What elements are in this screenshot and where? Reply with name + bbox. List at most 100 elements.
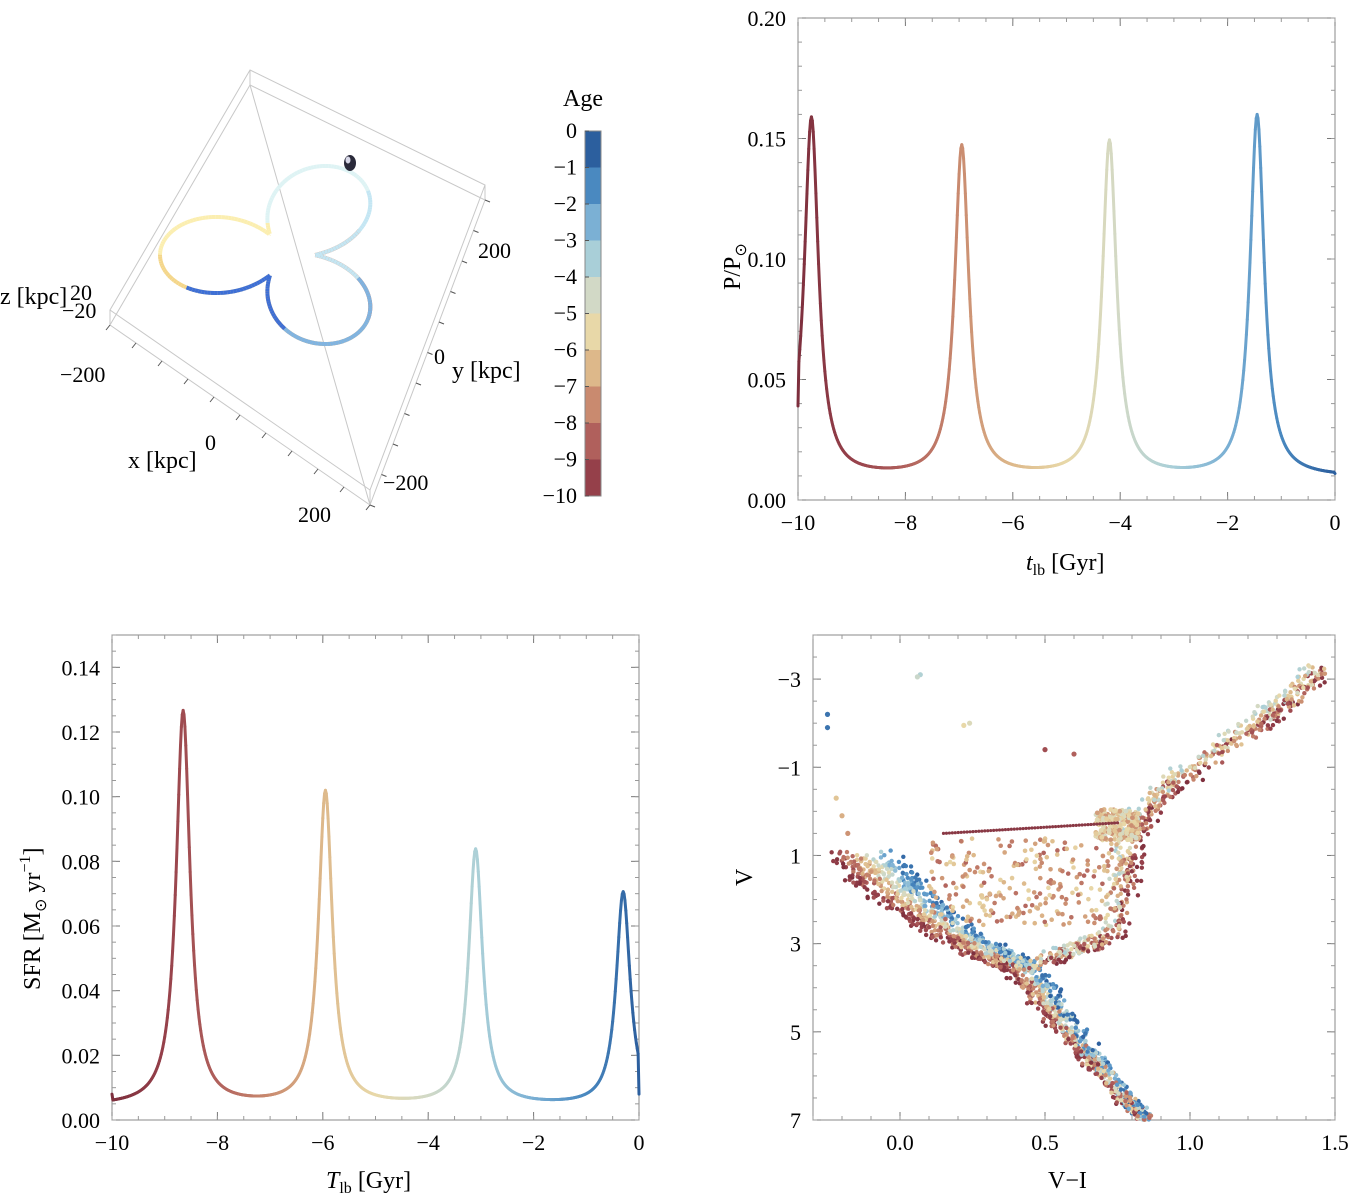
- cmd-point: [929, 856, 935, 861]
- cmd-point: [916, 891, 921, 896]
- cmd-point: [1112, 828, 1118, 834]
- sfr-segment: [469, 885, 474, 905]
- orbit-segment: [176, 224, 181, 230]
- cmd-point: [936, 905, 941, 910]
- cmd-point: [1305, 685, 1310, 690]
- cmd-point: [1037, 996, 1043, 1001]
- pressure-segment: [970, 330, 975, 348]
- sfr-segment: [314, 951, 319, 970]
- cmd-point: [943, 883, 948, 888]
- sfr-x-label-unit: [Gyr]: [352, 1168, 411, 1194]
- cmd-ticks: 0.0 0.5 1.0 1.5 −3 −1 1 3 5 7: [778, 634, 1349, 1155]
- cmd-point: [1288, 689, 1293, 695]
- sfr-y-tick-label: 0.04: [62, 979, 101, 1004]
- cmd-point: [1214, 742, 1220, 748]
- orbit-segment: [277, 183, 283, 188]
- orbit-segment: [171, 227, 177, 233]
- cmd-point: [958, 838, 964, 844]
- orbit-segment: [266, 229, 272, 233]
- cmd-point: [965, 830, 969, 834]
- pressure-segment: [1108, 141, 1113, 156]
- cmd-point: [1126, 1106, 1131, 1112]
- sfr-segment: [484, 1003, 489, 1016]
- cmd-point: [1100, 936, 1106, 941]
- pressure-segment: [1094, 366, 1099, 379]
- cmd-point: [1118, 832, 1123, 837]
- orbit-segment: [325, 256, 330, 261]
- cmd-point: [1053, 1029, 1059, 1034]
- cmd-point: [1065, 871, 1071, 876]
- cmd-point: [1026, 888, 1031, 893]
- cmd-point: [1079, 880, 1084, 886]
- orbit-segment: [266, 207, 271, 211]
- cmd-point: [1302, 673, 1308, 679]
- sfr-x-tick-label: −6: [311, 1130, 334, 1155]
- orbit-segment: [365, 317, 371, 321]
- cmd-point: [1109, 847, 1114, 853]
- cmd-point: [890, 862, 895, 868]
- pressure-segment: [1262, 261, 1267, 286]
- orbit-segment: [354, 274, 360, 280]
- colorbar-segment: [585, 131, 601, 168]
- cmd-point: [1063, 901, 1068, 906]
- orbit-segment: [364, 216, 370, 220]
- cmd-point: [889, 889, 895, 895]
- cmd-point: [1068, 824, 1072, 828]
- orbit-segment: [267, 273, 271, 279]
- cmd-point: [993, 958, 999, 963]
- cmd-point: [1022, 920, 1027, 926]
- cmd-point: [953, 917, 958, 922]
- cmd-point: [1160, 789, 1166, 795]
- colorbar-segment: [585, 350, 601, 387]
- cmd-point: [1013, 963, 1019, 969]
- cmd-point: [1113, 873, 1118, 878]
- cmd-point: [1121, 821, 1127, 827]
- cmd-point: [1182, 772, 1188, 778]
- cmd-point: [1107, 876, 1112, 882]
- cmd-point: [1090, 1047, 1095, 1053]
- pressure-segment: [946, 367, 951, 381]
- orbit-segment: [342, 240, 348, 246]
- cmd-point: [1109, 855, 1115, 860]
- cmd-point: [1188, 772, 1193, 777]
- cmd-point: [1083, 1031, 1088, 1036]
- orbit-segment: [326, 248, 332, 254]
- pressure-segment: [1095, 355, 1100, 370]
- cmd-point: [1157, 803, 1162, 808]
- cmd-point: [1311, 686, 1317, 691]
- cmd-point: [1071, 865, 1076, 870]
- cmd-point: [1070, 1011, 1075, 1017]
- orbit-segment: [362, 285, 368, 291]
- cmd-point: [1046, 885, 1051, 891]
- cmd-point: [1034, 853, 1040, 858]
- orbit-segment: [167, 273, 172, 279]
- sfr-segment: [325, 801, 330, 820]
- cmd-point: [1067, 920, 1072, 926]
- cmd-point: [1050, 1019, 1056, 1024]
- cmd-point: [989, 952, 994, 957]
- cmd-point: [1277, 693, 1282, 698]
- cmd-point: [1029, 1000, 1034, 1006]
- cmd-point: [845, 830, 851, 837]
- cmd-point: [1135, 1113, 1140, 1119]
- cmd-x-tick-label: 0.5: [1031, 1130, 1059, 1155]
- cmd-point: [881, 872, 887, 877]
- cmd-point: [1013, 890, 1019, 896]
- x-tick-200: 200: [298, 502, 331, 527]
- cmd-point: [1093, 907, 1099, 913]
- cmd-point: [841, 854, 846, 860]
- cmd-point: [981, 922, 986, 928]
- pressure-segment: [1096, 342, 1101, 359]
- orbit-segment: [321, 250, 326, 256]
- cmd-point: [1041, 839, 1047, 844]
- cmd-point: [1252, 709, 1257, 715]
- orbit-segment: [259, 226, 264, 232]
- cmd-point: [831, 858, 836, 864]
- cmd-point: [1295, 690, 1300, 695]
- sfr-segment: [631, 1011, 636, 1024]
- orbit-segment: [348, 169, 353, 175]
- cmd-point: [1059, 824, 1064, 828]
- orbit-segment: [173, 278, 178, 284]
- sfr-segment: [322, 792, 327, 805]
- colorbar-tick-label: −7: [554, 374, 577, 399]
